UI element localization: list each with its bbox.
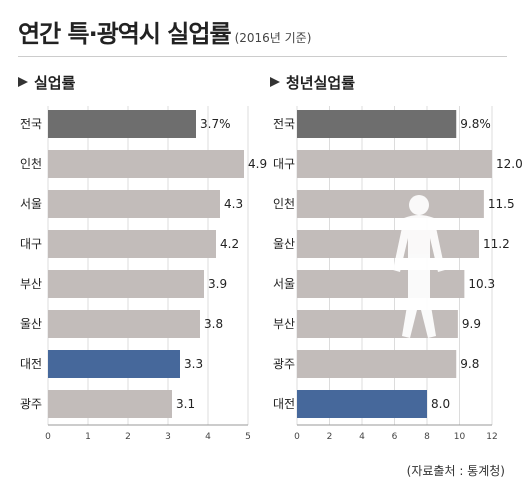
bar — [48, 190, 220, 218]
bar — [297, 270, 465, 298]
bar — [297, 230, 479, 258]
category-label: 인천 — [20, 156, 42, 171]
tick-label: 4 — [205, 432, 211, 442]
value-label: 4.9 — [248, 157, 267, 171]
title-subtitle: (2016년 기준) — [234, 31, 312, 45]
title-text: 연간 특·광역시 실업률 — [18, 20, 232, 48]
value-label: 11.2 — [483, 237, 510, 251]
category-label: 대구 — [273, 157, 295, 171]
value-label: 3.9 — [208, 277, 227, 291]
value-label: 3.1 — [176, 397, 195, 411]
value-label: 12.0 — [496, 157, 523, 171]
page-title: 연간 특·광역시 실업률 (2016년 기준) — [18, 14, 311, 49]
triangle-bullet-icon — [18, 77, 28, 87]
category-label: 대전 — [20, 357, 42, 371]
title-divider — [18, 56, 507, 57]
tick-label: 3 — [165, 432, 171, 442]
category-label: 서울 — [273, 277, 295, 291]
category-label: 대구 — [20, 237, 42, 251]
tick-label: 12 — [486, 432, 497, 442]
value-label: 4.2 — [220, 237, 239, 251]
tick-label: 5 — [245, 432, 251, 442]
tick-label: 10 — [454, 432, 466, 442]
source-note: (자료출처 : 통계청) — [406, 464, 505, 478]
panel-title: 청년실업률 — [286, 74, 355, 92]
bar — [48, 110, 196, 138]
bar — [297, 110, 457, 138]
tick-label: 2 — [327, 432, 333, 442]
bar — [297, 350, 457, 378]
bar — [48, 350, 180, 378]
value-label: 10.3 — [468, 277, 495, 291]
bar — [297, 390, 427, 418]
bar — [48, 150, 244, 178]
category-label: 인천 — [273, 196, 295, 211]
category-label: 광주 — [273, 357, 295, 371]
value-label: 3.8 — [204, 317, 223, 331]
bar — [48, 310, 200, 338]
value-label: 3.7% — [200, 117, 231, 131]
value-label: 8.0 — [431, 397, 450, 411]
bar — [297, 150, 492, 178]
category-label: 광주 — [20, 397, 42, 411]
panel-title: 실업률 — [34, 74, 76, 92]
category-label: 부산 — [20, 277, 42, 291]
tick-label: 0 — [45, 432, 51, 442]
value-label: 4.3 — [224, 197, 243, 211]
person-silhouette-icon — [393, 195, 445, 338]
category-label: 서울 — [20, 197, 42, 211]
tick-label: 8 — [424, 432, 430, 442]
category-label: 울산 — [20, 317, 42, 331]
category-label: 울산 — [273, 237, 295, 251]
value-label: 11.5 — [488, 197, 515, 211]
tick-label: 0 — [294, 432, 300, 442]
category-label: 전국 — [273, 117, 295, 131]
tick-label: 2 — [125, 432, 131, 442]
bar — [48, 230, 216, 258]
value-label: 9.8 — [460, 357, 479, 371]
value-label: 9.8% — [460, 117, 491, 131]
value-label: 3.3 — [184, 357, 203, 371]
category-label: 대전 — [273, 397, 295, 411]
tick-label: 6 — [392, 432, 398, 442]
category-label: 전국 — [20, 117, 42, 131]
tick-label: 4 — [359, 432, 365, 442]
bar — [48, 270, 204, 298]
bar — [297, 190, 484, 218]
category-label: 부산 — [273, 317, 295, 331]
bar — [48, 390, 172, 418]
value-label: 9.9 — [462, 317, 481, 331]
triangle-bullet-icon — [270, 77, 280, 87]
tick-label: 1 — [85, 432, 91, 442]
